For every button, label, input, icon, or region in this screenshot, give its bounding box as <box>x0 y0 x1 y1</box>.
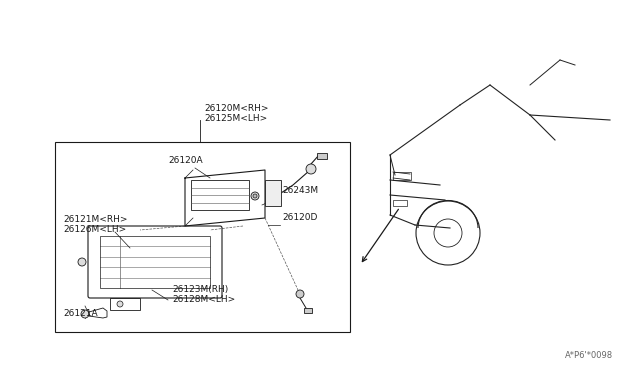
Circle shape <box>78 258 86 266</box>
Text: A*P6'*0098: A*P6'*0098 <box>565 351 613 360</box>
Circle shape <box>306 164 316 174</box>
Text: 26126M<LH>: 26126M<LH> <box>63 225 126 234</box>
Text: 26123M(RH): 26123M(RH) <box>172 285 228 294</box>
Bar <box>100 236 210 288</box>
Bar <box>317 153 327 159</box>
Text: 26120M<RH>: 26120M<RH> <box>204 104 269 113</box>
Bar <box>304 308 312 313</box>
Circle shape <box>253 194 257 198</box>
Text: 26121M<RH>: 26121M<RH> <box>63 215 127 224</box>
Circle shape <box>81 310 89 318</box>
Text: 26128M<LH>: 26128M<LH> <box>172 295 236 304</box>
Text: 26125M<LH>: 26125M<LH> <box>204 114 268 123</box>
Bar <box>393 172 411 180</box>
Bar <box>55 142 350 332</box>
Circle shape <box>296 290 304 298</box>
Text: 26121A: 26121A <box>63 309 98 318</box>
Text: 26120D: 26120D <box>282 213 317 222</box>
Text: 26120A: 26120A <box>168 156 203 165</box>
Bar <box>265 180 281 206</box>
Circle shape <box>251 192 259 200</box>
Bar <box>191 180 249 210</box>
Bar <box>110 298 140 310</box>
Bar <box>393 200 407 206</box>
Text: 26243M: 26243M <box>282 186 318 195</box>
Circle shape <box>117 301 123 307</box>
